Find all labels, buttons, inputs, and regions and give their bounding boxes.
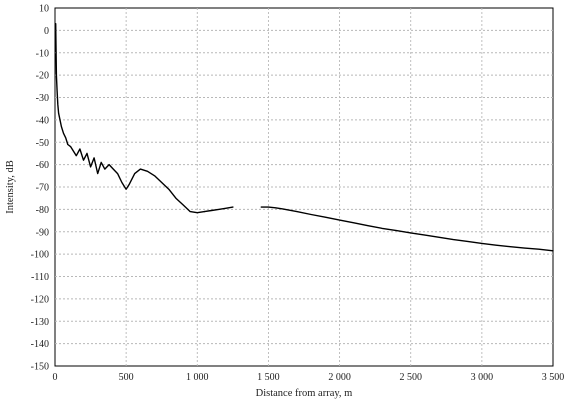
x-tick-label: 1 500 <box>257 372 280 383</box>
x-tick-label: 1 000 <box>186 372 209 383</box>
y-axis-label: Intensity, dB <box>5 160 16 214</box>
y-tick-label: 10 <box>39 4 49 15</box>
y-tick-label: -110 <box>31 272 49 283</box>
y-tick-label: -40 <box>36 115 49 126</box>
y-tick-label: -130 <box>31 317 49 328</box>
y-tick-label: -120 <box>31 294 49 305</box>
y-tick-label: -30 <box>36 93 49 104</box>
x-tick-label: 3 000 <box>471 372 494 383</box>
x-axis-label: Distance from array, m <box>256 388 353 399</box>
x-tick-label: 500 <box>119 372 134 383</box>
series-layer <box>55 23 554 252</box>
x-tick-label: 2 500 <box>399 372 422 383</box>
x-tick-label: 2 000 <box>328 372 351 383</box>
tick-labels: 0 500 1 000 1 500 2 000 2 500 3 000 3 500 10 0 -10… <box>31 4 565 384</box>
y-tick-label: 0 <box>44 26 49 37</box>
series-line-segment <box>55 23 206 214</box>
y-tick-label: -50 <box>36 138 49 149</box>
y-tick-label: -150 <box>31 362 49 373</box>
y-tick-label: -10 <box>36 48 49 59</box>
grid <box>55 8 553 366</box>
y-tick-label: -90 <box>36 227 49 238</box>
x-tick-label: 0 <box>53 372 58 383</box>
y-tick-label: -80 <box>36 205 49 216</box>
x-tick-label: 3 500 <box>542 372 565 383</box>
y-tick-label: -70 <box>36 183 49 194</box>
y-tick-label: -100 <box>31 250 49 261</box>
y-tick-label: -140 <box>31 339 49 350</box>
series-line-segment <box>203 206 234 213</box>
y-tick-label: -20 <box>36 71 49 82</box>
series-line-segment <box>260 206 554 252</box>
y-tick-label: -60 <box>36 160 49 171</box>
